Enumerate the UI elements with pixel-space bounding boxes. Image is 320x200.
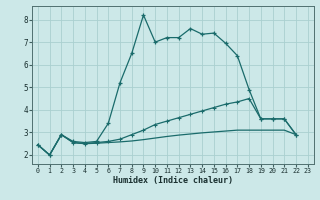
X-axis label: Humidex (Indice chaleur): Humidex (Indice chaleur) <box>113 176 233 185</box>
